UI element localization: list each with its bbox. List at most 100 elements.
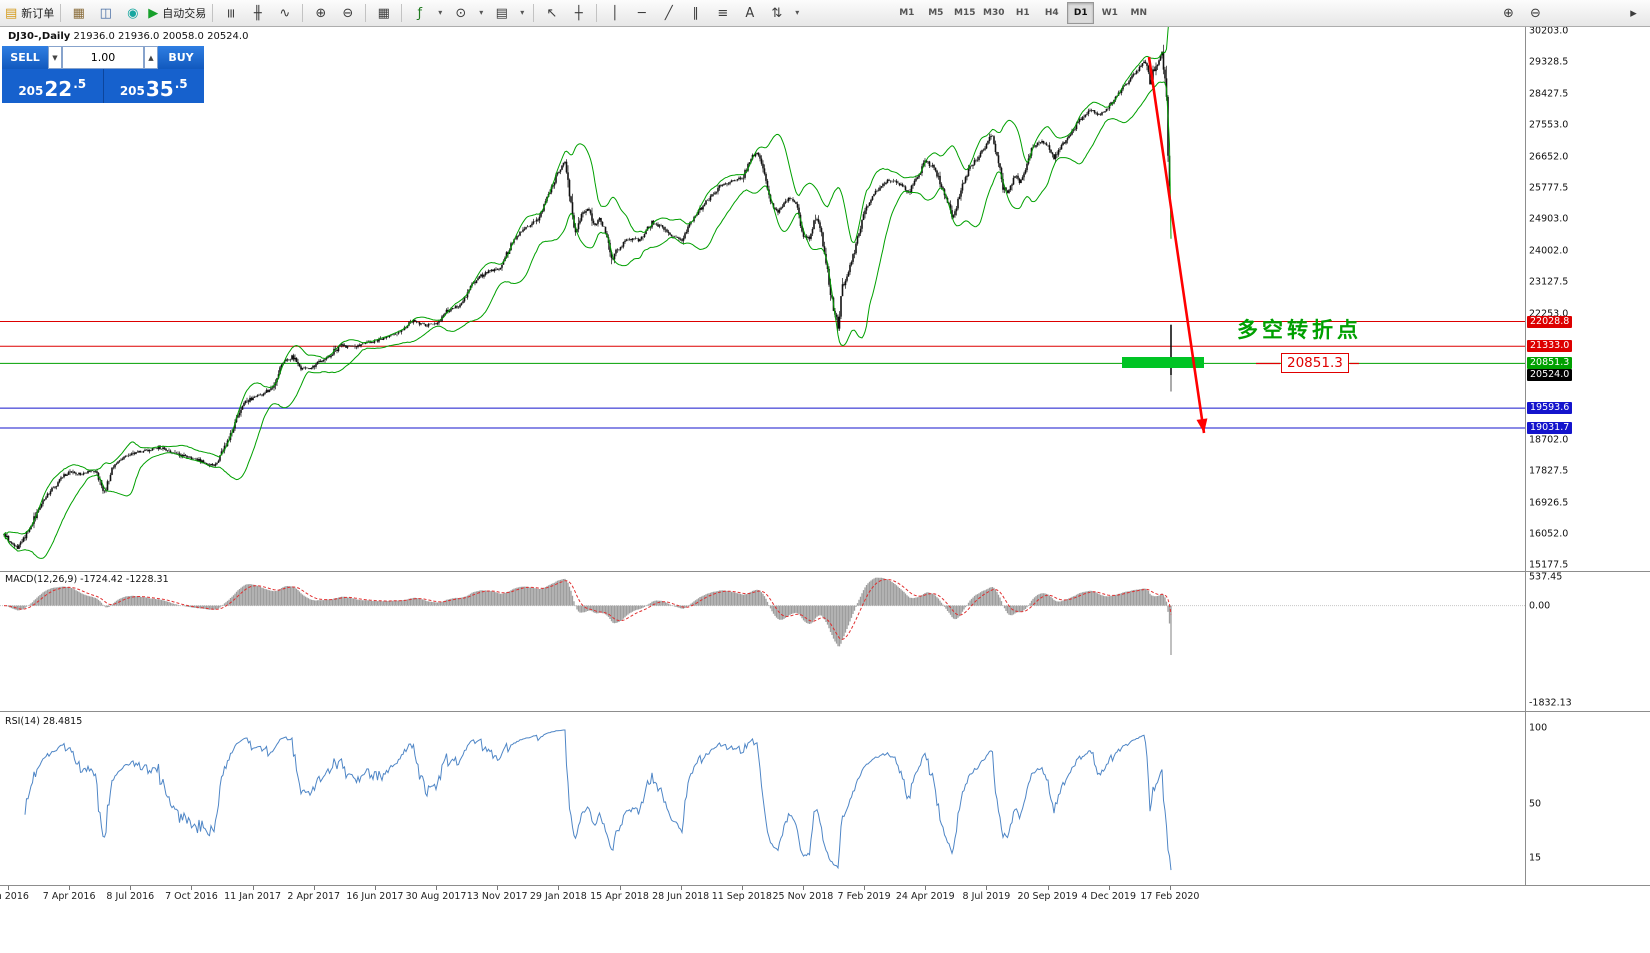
date-axis-label: Jan 2016 <box>0 891 29 902</box>
buy-button[interactable]: BUY <box>158 46 204 69</box>
timeframe-button-m30[interactable]: M30 <box>983 8 1005 18</box>
date-axis-label: 7 Feb 2019 <box>837 891 891 902</box>
crosshair-icon[interactable]: ┼ <box>566 1 591 25</box>
turning-point-annotation: 多空转折点 <box>1237 318 1362 342</box>
price-level-badge: 19593.6 <box>1527 402 1573 415</box>
indicators-dropdown[interactable]: ▾ <box>434 1 446 25</box>
timeframe-button-m15[interactable]: M15 <box>954 8 976 18</box>
date-axis[interactable]: Jan 2016 7 Apr 2016 8 Jul 2016 7 Oct 2016 11… <box>0 886 1526 908</box>
date-axis-label: 8 Jul 2019 <box>962 891 1011 902</box>
buy-price[interactable]: 205 35.5 <box>104 69 205 103</box>
scale-tick-label: 15 <box>1529 852 1542 864</box>
price-level-badge: 20524.0 <box>1527 368 1573 381</box>
autotrading-button[interactable]: ▶ 自动交易 <box>147 1 207 25</box>
zoom-out-icon-glyph: ⊖ <box>342 5 354 21</box>
objects-dropdown[interactable]: ▾ <box>791 1 803 25</box>
fibonacci-icon[interactable]: ≡ <box>710 1 735 25</box>
date-tick-mark <box>313 886 315 890</box>
indicators-icon[interactable]: ƒ <box>407 1 432 25</box>
equidistant-channel-icon[interactable]: ∥ <box>683 1 708 25</box>
timeframe-button-w1[interactable]: W1 <box>1101 8 1118 18</box>
scale-tick-label: -1832.13 <box>1529 697 1572 709</box>
sell-button[interactable]: SELL <box>2 46 48 69</box>
date-axis-label: 24 Apr 2019 <box>895 891 955 902</box>
scale-tick-label: 22253.0 <box>1529 308 1569 320</box>
toolbar-overflow-icon[interactable]: ▸ <box>1621 1 1646 25</box>
scale-tick-label: 28427.5 <box>1529 88 1569 100</box>
text-icon[interactable]: A <box>737 1 762 25</box>
vertical-line-icon[interactable]: │ <box>602 1 627 25</box>
zoom-out-icon[interactable]: ⊖ <box>335 1 360 25</box>
indicators-icon-glyph: ƒ <box>417 5 423 21</box>
zoom-in-icon-right[interactable]: ⊕ <box>1496 1 1521 25</box>
toolbar-overflow-icon-glyph: ▸ <box>1630 5 1637 21</box>
new-order-button[interactable]: ▤ 新订单 <box>4 1 55 25</box>
zoom-in-icon[interactable]: ⊕ <box>308 1 333 25</box>
arrows-icon[interactable]: ⇅ <box>764 1 789 25</box>
cursor-icon[interactable]: ↖ <box>539 1 564 25</box>
community-icon[interactable]: ◉ <box>120 1 145 25</box>
timeframe-button-h4[interactable]: H4 <box>1044 8 1059 18</box>
trend-arrow-line[interactable] <box>1147 56 1206 434</box>
date-tick-mark <box>69 886 71 890</box>
price-scale[interactable]: 30203.0 29328.5 28427.5 27553.0 26652.0 25777… <box>1526 0 1650 953</box>
sell-price[interactable]: 205 22.5 <box>2 69 103 103</box>
scale-tick-label: 23127.5 <box>1529 276 1569 288</box>
zoom-in-icon-right-glyph: ⊕ <box>1503 5 1514 21</box>
new-order-icon: ▤ <box>5 5 18 21</box>
timeframe-button-m5[interactable]: M5 <box>928 8 944 18</box>
symbol-period-label: DJ30-,Daily <box>8 31 71 42</box>
trendline-icon[interactable]: ╱ <box>656 1 681 25</box>
timeframe-button-d1[interactable]: D1 <box>1067 2 1095 24</box>
timeframe-button-m1[interactable]: M1 <box>899 8 915 18</box>
periods-icon[interactable]: ⊙ <box>448 1 473 25</box>
candlestick-chart-icon[interactable]: ╫ <box>245 1 270 25</box>
date-tick-mark <box>252 886 254 890</box>
templates-dropdown[interactable]: ▾ <box>516 1 528 25</box>
periods-dropdown[interactable]: ▾ <box>475 1 487 25</box>
price-level-badge: 21333.0 <box>1527 340 1573 353</box>
bar-chart-icon-glyph: ≡ <box>223 7 239 19</box>
date-axis-label: 11 Jan 2017 <box>224 891 282 902</box>
line-chart-icon[interactable]: ∿ <box>272 1 297 25</box>
zoom-in-icon-glyph: ⊕ <box>315 5 327 21</box>
templates-dropdown-glyph: ▾ <box>520 8 525 17</box>
toolbar-icons: ▦ ◫ ◉ ▶ 自动交易 ≡ ╫ ∿ ⊕ ⊖ ▦ ƒ ▾ ⊙ ▾ ▤ ▾ ↖ ┼ │ ─ ╱ ∥ ≡ A ⇅ ▾ <box>65 1 804 25</box>
tile-windows-icon[interactable]: ▦ <box>371 1 396 25</box>
date-axis-label: 7 Apr 2016 <box>42 891 96 902</box>
macd-signal-line <box>3 579 1172 640</box>
horizontal-line-icon[interactable]: ─ <box>629 1 654 25</box>
fibonacci-icon-glyph: ≡ <box>717 5 729 21</box>
price-level-badge: 22028.8 <box>1527 315 1573 328</box>
timeframe-button-h1[interactable]: H1 <box>1015 8 1030 18</box>
volume-decrement-button[interactable]: ▼ <box>48 46 62 69</box>
band-lower-line <box>3 81 1172 559</box>
date-axis-label: 15 Apr 2018 <box>590 891 649 902</box>
scale-tick-label: 30203.0 <box>1529 25 1569 37</box>
templates-icon[interactable]: ▤ <box>489 1 514 25</box>
sell-price-prefix: 205 <box>18 84 44 98</box>
market-watch-icon[interactable]: ◫ <box>93 1 118 25</box>
arrows-icon-glyph: ⇅ <box>771 5 783 21</box>
volume-increment-button[interactable]: ▲ <box>144 46 158 69</box>
scale-tick-label: 0.00 <box>1529 600 1551 612</box>
date-tick-mark <box>1108 886 1110 890</box>
price-level-badge: 19031.7 <box>1527 422 1573 435</box>
candle-wicks <box>3 44 1172 550</box>
bar-chart-icon[interactable]: ≡ <box>218 1 243 25</box>
timeframe-button-mn[interactable]: MN <box>1130 8 1148 18</box>
scale-tick-label: 17827.5 <box>1529 465 1569 477</box>
date-tick-mark <box>436 886 438 890</box>
volume-input[interactable] <box>62 46 144 69</box>
indicators-dropdown-glyph: ▾ <box>438 8 443 17</box>
date-tick-mark <box>1047 886 1049 890</box>
zoom-out-icon-right[interactable]: ⊖ <box>1523 1 1548 25</box>
date-tick-mark <box>864 886 866 890</box>
rsi-panel <box>24 729 1172 871</box>
highlight-rectangle[interactable] <box>1122 357 1204 368</box>
date-tick-mark <box>130 886 132 890</box>
date-axis-label: 13 Nov 2017 <box>466 891 528 902</box>
scale-tick-label: 24903.0 <box>1529 213 1569 225</box>
charts-grid-icon[interactable]: ▦ <box>66 1 91 25</box>
